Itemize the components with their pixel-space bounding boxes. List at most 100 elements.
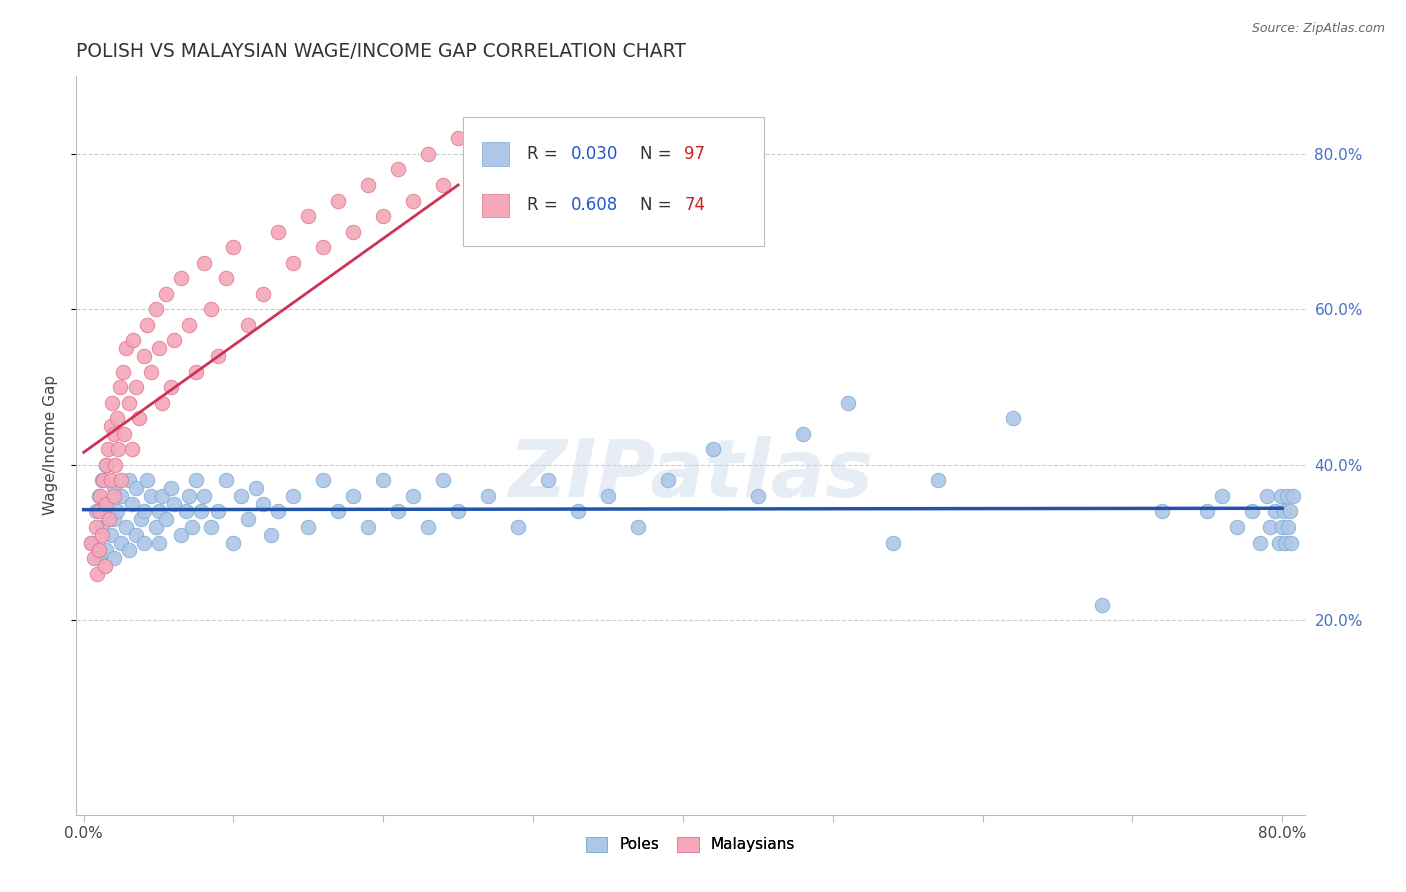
Point bbox=[104, 458, 127, 472]
Point bbox=[103, 512, 125, 526]
Point bbox=[1270, 489, 1292, 503]
Point bbox=[87, 543, 110, 558]
Point bbox=[114, 341, 136, 355]
Point bbox=[1275, 489, 1298, 503]
Point bbox=[103, 551, 125, 566]
Point bbox=[432, 473, 454, 487]
Point bbox=[418, 147, 440, 161]
Point bbox=[837, 395, 859, 409]
Point bbox=[927, 473, 949, 487]
Point bbox=[103, 426, 125, 441]
Point bbox=[357, 520, 380, 534]
Text: 0.030: 0.030 bbox=[571, 145, 619, 162]
Point bbox=[107, 442, 129, 457]
Point bbox=[657, 473, 679, 487]
Point bbox=[522, 194, 544, 208]
Point bbox=[283, 256, 305, 270]
Point bbox=[121, 497, 143, 511]
Point bbox=[342, 489, 364, 503]
Point bbox=[200, 520, 222, 534]
Text: N =: N = bbox=[640, 145, 676, 162]
Point bbox=[342, 225, 364, 239]
Point bbox=[267, 225, 290, 239]
Point bbox=[87, 504, 110, 518]
Point bbox=[582, 147, 605, 161]
Point bbox=[128, 411, 150, 425]
Point bbox=[1211, 489, 1233, 503]
Point bbox=[596, 489, 619, 503]
Bar bbox=[482, 194, 509, 218]
Point bbox=[90, 520, 112, 534]
Point bbox=[132, 504, 155, 518]
Point bbox=[551, 209, 574, 223]
Point bbox=[312, 240, 335, 254]
Point bbox=[1281, 489, 1303, 503]
Point bbox=[90, 527, 112, 541]
Point bbox=[702, 442, 724, 457]
Text: 97: 97 bbox=[685, 145, 706, 162]
Point bbox=[105, 411, 128, 425]
Point bbox=[103, 489, 125, 503]
Point bbox=[200, 302, 222, 317]
Point bbox=[159, 380, 181, 394]
Point bbox=[83, 551, 105, 566]
Point bbox=[155, 286, 177, 301]
Point bbox=[312, 473, 335, 487]
Point bbox=[596, 131, 619, 145]
Point bbox=[135, 318, 157, 332]
Point bbox=[90, 473, 112, 487]
Point bbox=[1278, 504, 1301, 518]
Point bbox=[1091, 598, 1114, 612]
Point bbox=[792, 426, 814, 441]
Point bbox=[1241, 504, 1264, 518]
Point bbox=[139, 489, 162, 503]
Point bbox=[387, 504, 409, 518]
Legend: Poles, Malaysians: Poles, Malaysians bbox=[579, 830, 801, 859]
Point bbox=[418, 520, 440, 534]
Point bbox=[150, 395, 173, 409]
Point bbox=[215, 271, 238, 285]
Point bbox=[125, 527, 148, 541]
Point bbox=[215, 473, 238, 487]
Point bbox=[184, 365, 207, 379]
Point bbox=[84, 520, 107, 534]
Point bbox=[207, 349, 229, 363]
Point bbox=[105, 504, 128, 518]
Point bbox=[1001, 411, 1024, 425]
Point bbox=[155, 512, 177, 526]
Point bbox=[283, 489, 305, 503]
Point bbox=[463, 162, 485, 177]
Point bbox=[190, 504, 212, 518]
Point bbox=[125, 380, 148, 394]
Point bbox=[145, 302, 167, 317]
Point bbox=[94, 543, 117, 558]
Point bbox=[297, 520, 319, 534]
Point bbox=[110, 535, 132, 549]
Point bbox=[447, 504, 470, 518]
Point bbox=[145, 520, 167, 534]
Point bbox=[747, 489, 769, 503]
Point bbox=[108, 380, 131, 394]
Point bbox=[117, 543, 139, 558]
Point bbox=[139, 365, 162, 379]
Point bbox=[170, 527, 193, 541]
Point bbox=[94, 458, 117, 472]
Point bbox=[477, 489, 499, 503]
Point bbox=[177, 489, 200, 503]
Point bbox=[94, 497, 117, 511]
Point bbox=[129, 512, 152, 526]
Point bbox=[86, 566, 108, 581]
Point bbox=[1197, 504, 1219, 518]
Point bbox=[260, 527, 283, 541]
Point bbox=[1277, 520, 1299, 534]
Point bbox=[125, 481, 148, 495]
Point bbox=[80, 535, 103, 549]
Point bbox=[402, 194, 425, 208]
Point bbox=[537, 473, 560, 487]
Point bbox=[373, 209, 395, 223]
Point bbox=[148, 341, 170, 355]
Point bbox=[252, 286, 274, 301]
Point bbox=[207, 504, 229, 518]
Point bbox=[1271, 520, 1294, 534]
Point bbox=[180, 520, 202, 534]
